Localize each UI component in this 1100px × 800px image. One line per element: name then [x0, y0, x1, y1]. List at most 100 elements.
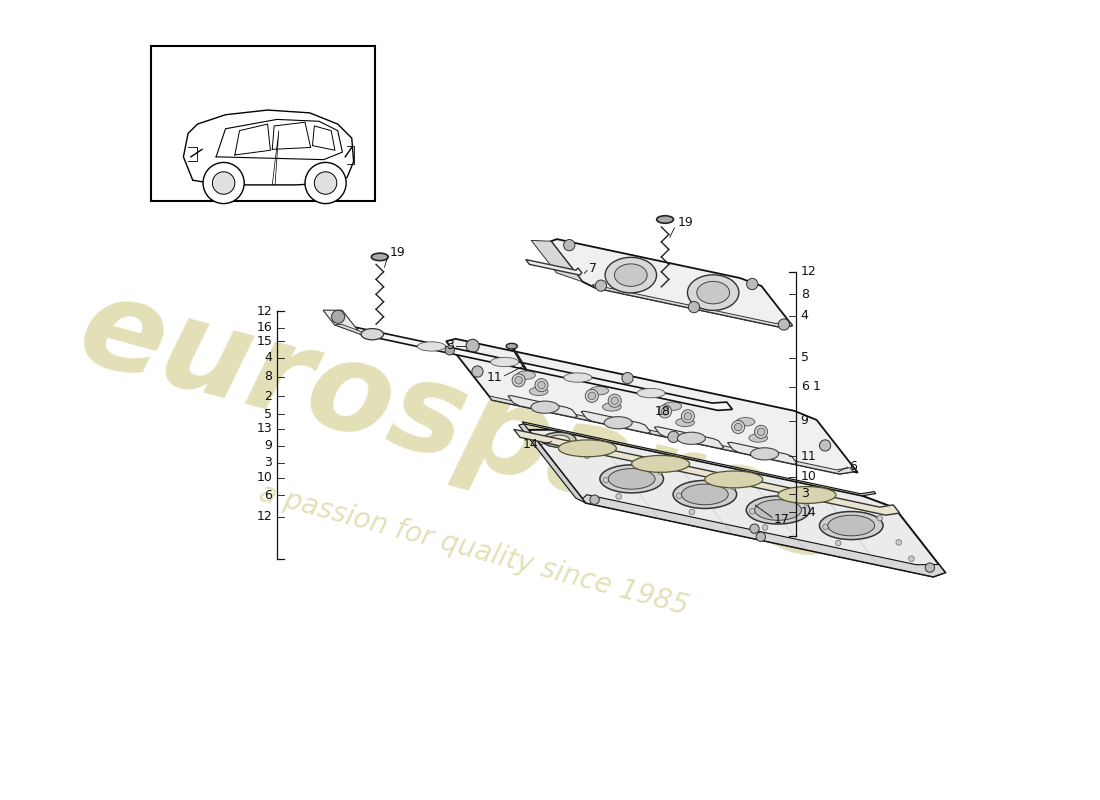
Text: 5: 5: [801, 351, 808, 365]
Circle shape: [676, 493, 682, 498]
Text: 19: 19: [678, 216, 693, 229]
Circle shape: [331, 310, 344, 323]
Circle shape: [925, 563, 935, 572]
Text: 9: 9: [801, 414, 808, 427]
Polygon shape: [334, 324, 368, 334]
Ellipse shape: [604, 417, 632, 429]
Ellipse shape: [675, 418, 694, 426]
Ellipse shape: [506, 343, 517, 349]
Circle shape: [757, 428, 764, 435]
Ellipse shape: [678, 432, 705, 444]
Circle shape: [681, 410, 694, 423]
Ellipse shape: [673, 481, 737, 509]
Ellipse shape: [615, 264, 647, 286]
Ellipse shape: [637, 389, 666, 398]
Polygon shape: [582, 494, 945, 577]
Circle shape: [305, 162, 346, 203]
Text: 11: 11: [487, 371, 503, 384]
Circle shape: [756, 532, 766, 542]
Circle shape: [590, 495, 600, 504]
Text: 13: 13: [256, 422, 273, 435]
Ellipse shape: [600, 465, 663, 493]
Circle shape: [689, 509, 695, 514]
Ellipse shape: [372, 253, 388, 261]
Text: 14: 14: [522, 438, 539, 451]
Text: 5: 5: [264, 407, 273, 421]
Circle shape: [585, 390, 598, 402]
Ellipse shape: [705, 471, 762, 488]
Circle shape: [684, 413, 692, 420]
Circle shape: [877, 515, 882, 521]
Polygon shape: [488, 396, 854, 474]
Ellipse shape: [491, 358, 519, 366]
Polygon shape: [531, 241, 583, 282]
Ellipse shape: [749, 434, 768, 442]
Circle shape: [204, 162, 244, 203]
Polygon shape: [529, 430, 945, 577]
Bar: [151, 46, 375, 201]
Circle shape: [747, 278, 758, 290]
Circle shape: [730, 484, 736, 490]
Circle shape: [535, 378, 548, 392]
Text: 12: 12: [801, 266, 816, 278]
Text: 12: 12: [256, 305, 273, 318]
Text: 19: 19: [389, 246, 405, 258]
Ellipse shape: [657, 216, 673, 223]
Ellipse shape: [542, 432, 576, 447]
Circle shape: [446, 346, 454, 355]
Circle shape: [749, 509, 756, 514]
Text: 6: 6: [801, 381, 808, 394]
Text: 11: 11: [801, 450, 816, 462]
Circle shape: [658, 469, 663, 474]
Circle shape: [755, 426, 768, 438]
Polygon shape: [508, 396, 578, 418]
Text: 7: 7: [588, 262, 597, 275]
Circle shape: [689, 302, 700, 313]
Text: 4: 4: [801, 310, 808, 322]
Circle shape: [595, 280, 606, 291]
Circle shape: [212, 172, 234, 194]
Ellipse shape: [608, 469, 656, 489]
Circle shape: [895, 539, 902, 546]
Ellipse shape: [361, 329, 384, 340]
Ellipse shape: [603, 402, 622, 411]
Ellipse shape: [688, 275, 739, 310]
Polygon shape: [519, 424, 585, 503]
Text: 3: 3: [264, 456, 273, 469]
Ellipse shape: [820, 511, 883, 539]
Text: 3: 3: [446, 339, 454, 352]
Circle shape: [823, 524, 828, 530]
Ellipse shape: [663, 402, 682, 410]
Polygon shape: [581, 411, 650, 433]
Ellipse shape: [517, 371, 536, 379]
Text: 16: 16: [256, 322, 273, 334]
Ellipse shape: [549, 435, 570, 445]
Text: a passion for quality since 1985: a passion for quality since 1985: [255, 478, 691, 621]
Ellipse shape: [696, 282, 729, 304]
Circle shape: [621, 373, 634, 384]
Text: 9: 9: [264, 439, 273, 452]
Circle shape: [820, 440, 830, 451]
Text: 3: 3: [801, 487, 808, 500]
Polygon shape: [514, 430, 900, 515]
Text: 12: 12: [256, 510, 273, 523]
Circle shape: [616, 494, 622, 499]
Ellipse shape: [564, 373, 592, 382]
Ellipse shape: [778, 486, 836, 503]
Text: 4: 4: [264, 351, 273, 365]
Ellipse shape: [417, 342, 446, 351]
Circle shape: [584, 453, 590, 458]
Circle shape: [466, 339, 480, 352]
Polygon shape: [727, 442, 798, 464]
Polygon shape: [654, 427, 724, 449]
Polygon shape: [593, 285, 792, 326]
Text: 1: 1: [813, 381, 821, 394]
Circle shape: [472, 366, 483, 377]
Ellipse shape: [529, 387, 548, 395]
Ellipse shape: [559, 440, 616, 457]
Polygon shape: [355, 327, 733, 410]
Ellipse shape: [590, 386, 608, 395]
Circle shape: [603, 478, 608, 483]
Circle shape: [608, 394, 622, 407]
Ellipse shape: [605, 258, 657, 293]
